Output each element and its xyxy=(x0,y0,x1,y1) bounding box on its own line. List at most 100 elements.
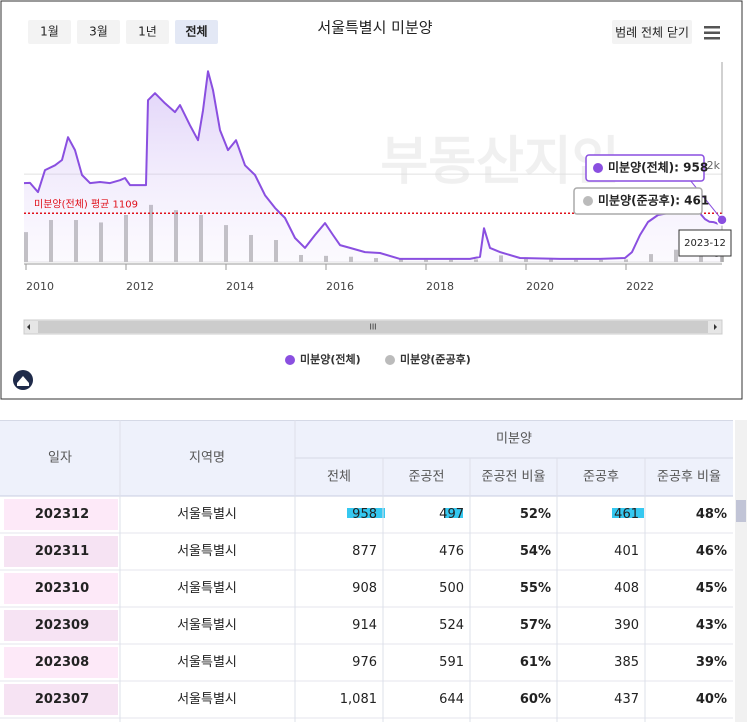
table-subheader: 준공후 비율 xyxy=(657,470,721,485)
date-cell: 202309 xyxy=(35,618,89,633)
table-cell: 437 xyxy=(614,692,639,707)
tooltip-dot xyxy=(583,196,593,206)
y-tick-label: 2k xyxy=(707,159,721,172)
table-cell: 61% xyxy=(520,655,551,670)
x-tick-label: 2020 xyxy=(526,280,554,293)
table-scrollbar[interactable] xyxy=(735,420,747,722)
home-icon-shape xyxy=(17,376,29,386)
tooltip-date-box xyxy=(678,229,732,257)
legend-label[interactable]: 미분양(준공후) xyxy=(400,352,471,366)
table-cell: 914 xyxy=(352,618,377,633)
table-cell: 877 xyxy=(352,544,377,559)
table-cell: 서울특별시 xyxy=(177,581,237,596)
date-cell: 202307 xyxy=(35,692,89,707)
date-cell-bg xyxy=(4,610,118,641)
table-subheader: 전체 xyxy=(327,470,351,485)
table-cell: 390 xyxy=(614,618,639,633)
legend-dot[interactable] xyxy=(285,355,295,365)
table-header: 지역명 xyxy=(189,451,225,466)
table-cell: 서울특별시 xyxy=(177,692,237,707)
range-button[interactable] xyxy=(126,20,169,44)
menu-bar xyxy=(704,37,720,40)
date-cell-bg xyxy=(4,647,118,678)
x-tick-label: 2022 xyxy=(626,280,654,293)
table-cell: 976 xyxy=(352,655,377,670)
range-button[interactable] xyxy=(28,20,71,44)
table-cell: 40% xyxy=(696,692,727,707)
scrollbar-grip: III xyxy=(369,323,376,332)
scroll-left[interactable] xyxy=(27,324,30,330)
legend-dot[interactable] xyxy=(385,355,395,365)
date-cell: 202310 xyxy=(35,581,89,596)
legend-toggle-label[interactable]: 범례 전체 닫기 xyxy=(615,26,689,40)
table-scrollbar-thumb[interactable] xyxy=(736,500,746,522)
table-subheader: 준공전 xyxy=(409,470,445,485)
range-button-label[interactable]: 1년 xyxy=(138,25,157,39)
table-cell: 524 xyxy=(439,618,464,633)
table-header: 미분양 xyxy=(496,432,532,447)
range-button-label[interactable]: 전체 xyxy=(185,24,207,39)
range-button[interactable] xyxy=(175,20,218,44)
table-cell: 908 xyxy=(352,581,377,596)
table-cell: 644 xyxy=(439,692,464,707)
date-cell: 202312 xyxy=(35,507,89,522)
tooltip-pointer xyxy=(689,179,723,221)
highlight-mark xyxy=(445,508,463,518)
tooltip-dot xyxy=(593,163,603,173)
table-cell: 385 xyxy=(614,655,639,670)
date-cell-bg xyxy=(4,684,118,715)
table-cell: 52% xyxy=(520,507,551,522)
tooltip-box xyxy=(585,154,705,182)
table-cell: 401 xyxy=(614,544,639,559)
tooltip-text: 미분양(준공후): 461 xyxy=(598,193,709,208)
table-cell: 서울특별시 xyxy=(177,655,237,670)
legend-toggle-button[interactable] xyxy=(612,20,692,44)
chart: 서울특별시 미분양 범례 전체 닫기 III 1월3월1년전체부동산지인02k2… xyxy=(0,0,743,400)
watermark: 부동산지인 xyxy=(380,132,619,192)
table-cell: 60% xyxy=(520,692,551,707)
range-button-label[interactable]: 1월 xyxy=(40,25,59,39)
range-button-label[interactable]: 3월 xyxy=(89,25,108,39)
legend-label[interactable]: 미분양(전체) xyxy=(300,352,361,366)
home-icon[interactable] xyxy=(13,370,33,390)
tooltip-date: 2023-12 xyxy=(684,238,726,249)
table-cell: 54% xyxy=(520,544,551,559)
table-cell: 591 xyxy=(439,655,464,670)
date-cell-bg xyxy=(4,573,118,604)
menu-bar xyxy=(704,26,720,29)
tooltip-box xyxy=(573,187,703,215)
x-tick-label: 2014 xyxy=(226,280,254,293)
table-cell: 48% xyxy=(696,507,727,522)
table-cell: 497 xyxy=(439,507,464,522)
menu-bar xyxy=(704,31,720,34)
highlight-mark xyxy=(612,508,644,518)
chart-title: 서울특별시 미분양 xyxy=(317,19,432,37)
table-cell: 서울특별시 xyxy=(177,507,237,522)
scroll-right[interactable] xyxy=(714,324,717,330)
table-cell: 43% xyxy=(696,618,727,633)
table-cell: 55% xyxy=(520,581,551,596)
x-tick-label: 2010 xyxy=(26,280,54,293)
table-cell: 408 xyxy=(614,581,639,596)
table-cell: 39% xyxy=(696,655,727,670)
table-area: 일자 지역명 미분양 전체 준공전 준공전 비율 준공후 준공후 비율 202312 서울특별시 9… xyxy=(0,420,749,722)
date-cell: 202311 xyxy=(35,544,89,559)
range-button[interactable] xyxy=(77,20,120,44)
date-cell-bg xyxy=(4,499,118,530)
tooltip-text: 미분양(전체): 958 xyxy=(608,160,708,175)
table-cell: 46% xyxy=(696,544,727,559)
scrollbar-thumb[interactable] xyxy=(38,321,708,333)
table-cell: 서울특별시 xyxy=(177,544,237,559)
menu-icon[interactable] xyxy=(704,26,720,40)
line xyxy=(23,70,723,260)
table-cell: 서울특별시 xyxy=(177,618,237,633)
average-label: 미분양(전체) 평균 1109 xyxy=(34,198,138,210)
table-header: 일자 xyxy=(48,451,72,466)
table-cell: 500 xyxy=(439,581,464,596)
table-cell: 476 xyxy=(439,544,464,559)
date-cell-bg xyxy=(4,536,118,567)
table-subheader: 준공후 xyxy=(583,470,619,485)
x-tick-label: 2012 xyxy=(126,280,154,293)
